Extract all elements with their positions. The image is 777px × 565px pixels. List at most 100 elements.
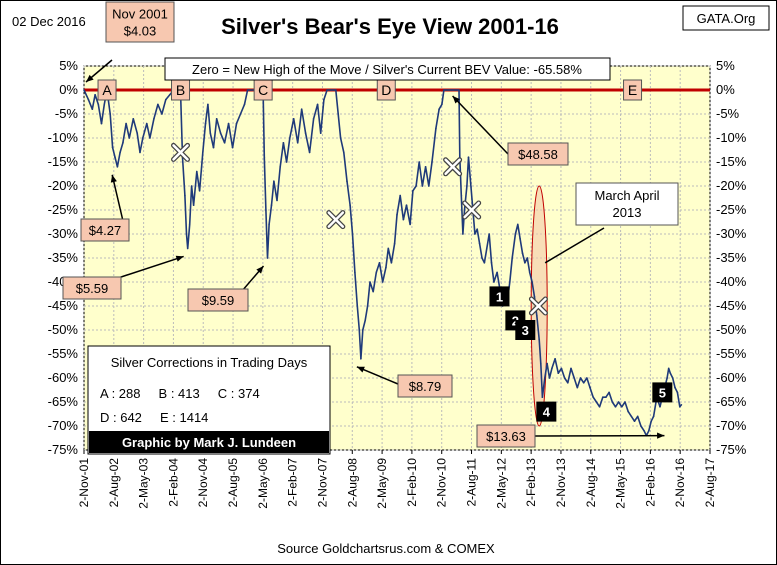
price-callout: $5.59 xyxy=(62,255,184,300)
series-point xyxy=(424,166,427,168)
x-tick-label: 2-May-09 xyxy=(375,458,389,509)
series-point xyxy=(524,262,526,264)
x-tick-label: 2-Aug-17 xyxy=(703,458,717,508)
y-tick-label-left: -60% xyxy=(48,370,79,385)
callout-text: Nov 2001 xyxy=(112,7,168,22)
series-point xyxy=(219,132,222,134)
series-point xyxy=(648,430,650,432)
series-point xyxy=(521,252,524,254)
numbered-marker-text: 1 xyxy=(496,289,503,304)
callout-arrow xyxy=(111,174,124,222)
y-tick-label-right: -45% xyxy=(716,298,747,313)
cross-marker xyxy=(326,210,346,230)
price-callout: $48.58 xyxy=(452,95,569,166)
series-point xyxy=(666,377,668,379)
series-point xyxy=(485,247,488,250)
callout-text: $4.27 xyxy=(89,223,122,238)
callout-arrow xyxy=(544,227,605,264)
x-tick-label: 2-Aug-02 xyxy=(107,458,121,508)
series-point xyxy=(546,362,548,365)
x-tick-label: 2-Aug-05 xyxy=(226,458,240,508)
numbered-marker-text: 3 xyxy=(522,323,529,338)
corrections-row: A : 288 B : 413 C : 374 xyxy=(100,386,260,401)
series-point xyxy=(601,396,604,399)
series-point xyxy=(329,89,332,91)
callout-text: March April xyxy=(594,188,659,203)
series-point xyxy=(198,190,201,192)
y-tick-label-left: -65% xyxy=(48,394,79,409)
series-point xyxy=(304,132,307,134)
y-tick-label-left: -55% xyxy=(48,346,79,361)
callout-box xyxy=(476,424,536,448)
series-point xyxy=(94,94,96,96)
series-point xyxy=(149,137,151,139)
series-point xyxy=(139,151,141,154)
series-point xyxy=(119,151,121,154)
series-point xyxy=(488,233,490,235)
series-point xyxy=(676,391,679,394)
series-point xyxy=(378,262,381,264)
x-tick-label: 2-Nov-01 xyxy=(77,458,91,508)
series-point xyxy=(454,89,456,91)
cross-stroke xyxy=(327,211,345,228)
series-point xyxy=(265,209,267,211)
series-point xyxy=(356,305,359,307)
series-point xyxy=(273,180,275,182)
series-point xyxy=(611,401,614,403)
series-point xyxy=(196,170,198,173)
subtitle-box: Zero = New High of the Move / Silver's C… xyxy=(164,57,611,81)
x-tick-label: 2-May-06 xyxy=(256,458,270,509)
subtitle: Zero = New High of the Move / Silver's C… xyxy=(192,62,582,77)
callout-box xyxy=(507,142,569,166)
series-point xyxy=(185,233,188,235)
series-point xyxy=(680,403,683,406)
series-point xyxy=(354,271,356,274)
series-point xyxy=(560,367,563,370)
series-point xyxy=(332,89,335,91)
series-point xyxy=(633,420,636,423)
series-point xyxy=(296,142,299,144)
series-point xyxy=(443,89,445,91)
series-point xyxy=(342,151,345,154)
numbered-marker-box xyxy=(489,286,510,307)
series-point xyxy=(246,89,249,91)
series-point xyxy=(554,358,556,360)
series-point xyxy=(538,338,541,341)
series-point xyxy=(114,156,116,158)
callout-text: $8.79 xyxy=(409,379,442,394)
series-point xyxy=(111,146,114,149)
series-point xyxy=(598,406,601,408)
series-point xyxy=(421,185,424,187)
series-point xyxy=(372,290,374,293)
price-callout: $13.63 xyxy=(476,424,665,448)
callout-box xyxy=(105,1,175,43)
callout-arrowhead xyxy=(110,174,117,183)
series-point xyxy=(533,295,536,298)
series-point xyxy=(316,103,319,106)
callout-arrow xyxy=(114,255,184,280)
series-point xyxy=(335,89,337,91)
series-point xyxy=(227,122,230,125)
series-point xyxy=(207,103,209,106)
series-point xyxy=(276,199,278,202)
series-point xyxy=(223,142,226,144)
series-point xyxy=(215,118,218,120)
series-point xyxy=(478,242,481,245)
y-tick-label-right: -5% xyxy=(716,106,740,121)
series-point xyxy=(103,103,106,106)
series-point xyxy=(270,204,273,206)
series-point xyxy=(402,218,405,221)
series-point xyxy=(516,223,519,226)
series-point xyxy=(263,156,266,158)
date-label: 02 Dec 2016 xyxy=(12,14,86,29)
y-tick-label-right: -20% xyxy=(716,178,747,193)
series-point xyxy=(582,382,585,384)
series-point xyxy=(576,386,579,389)
callout-arrowhead xyxy=(452,96,460,104)
period-label: D xyxy=(376,79,396,101)
series-point xyxy=(476,228,479,230)
callout-box xyxy=(397,374,453,398)
series-point xyxy=(566,382,569,384)
x-tick-label: 2-Aug-14 xyxy=(584,458,598,508)
